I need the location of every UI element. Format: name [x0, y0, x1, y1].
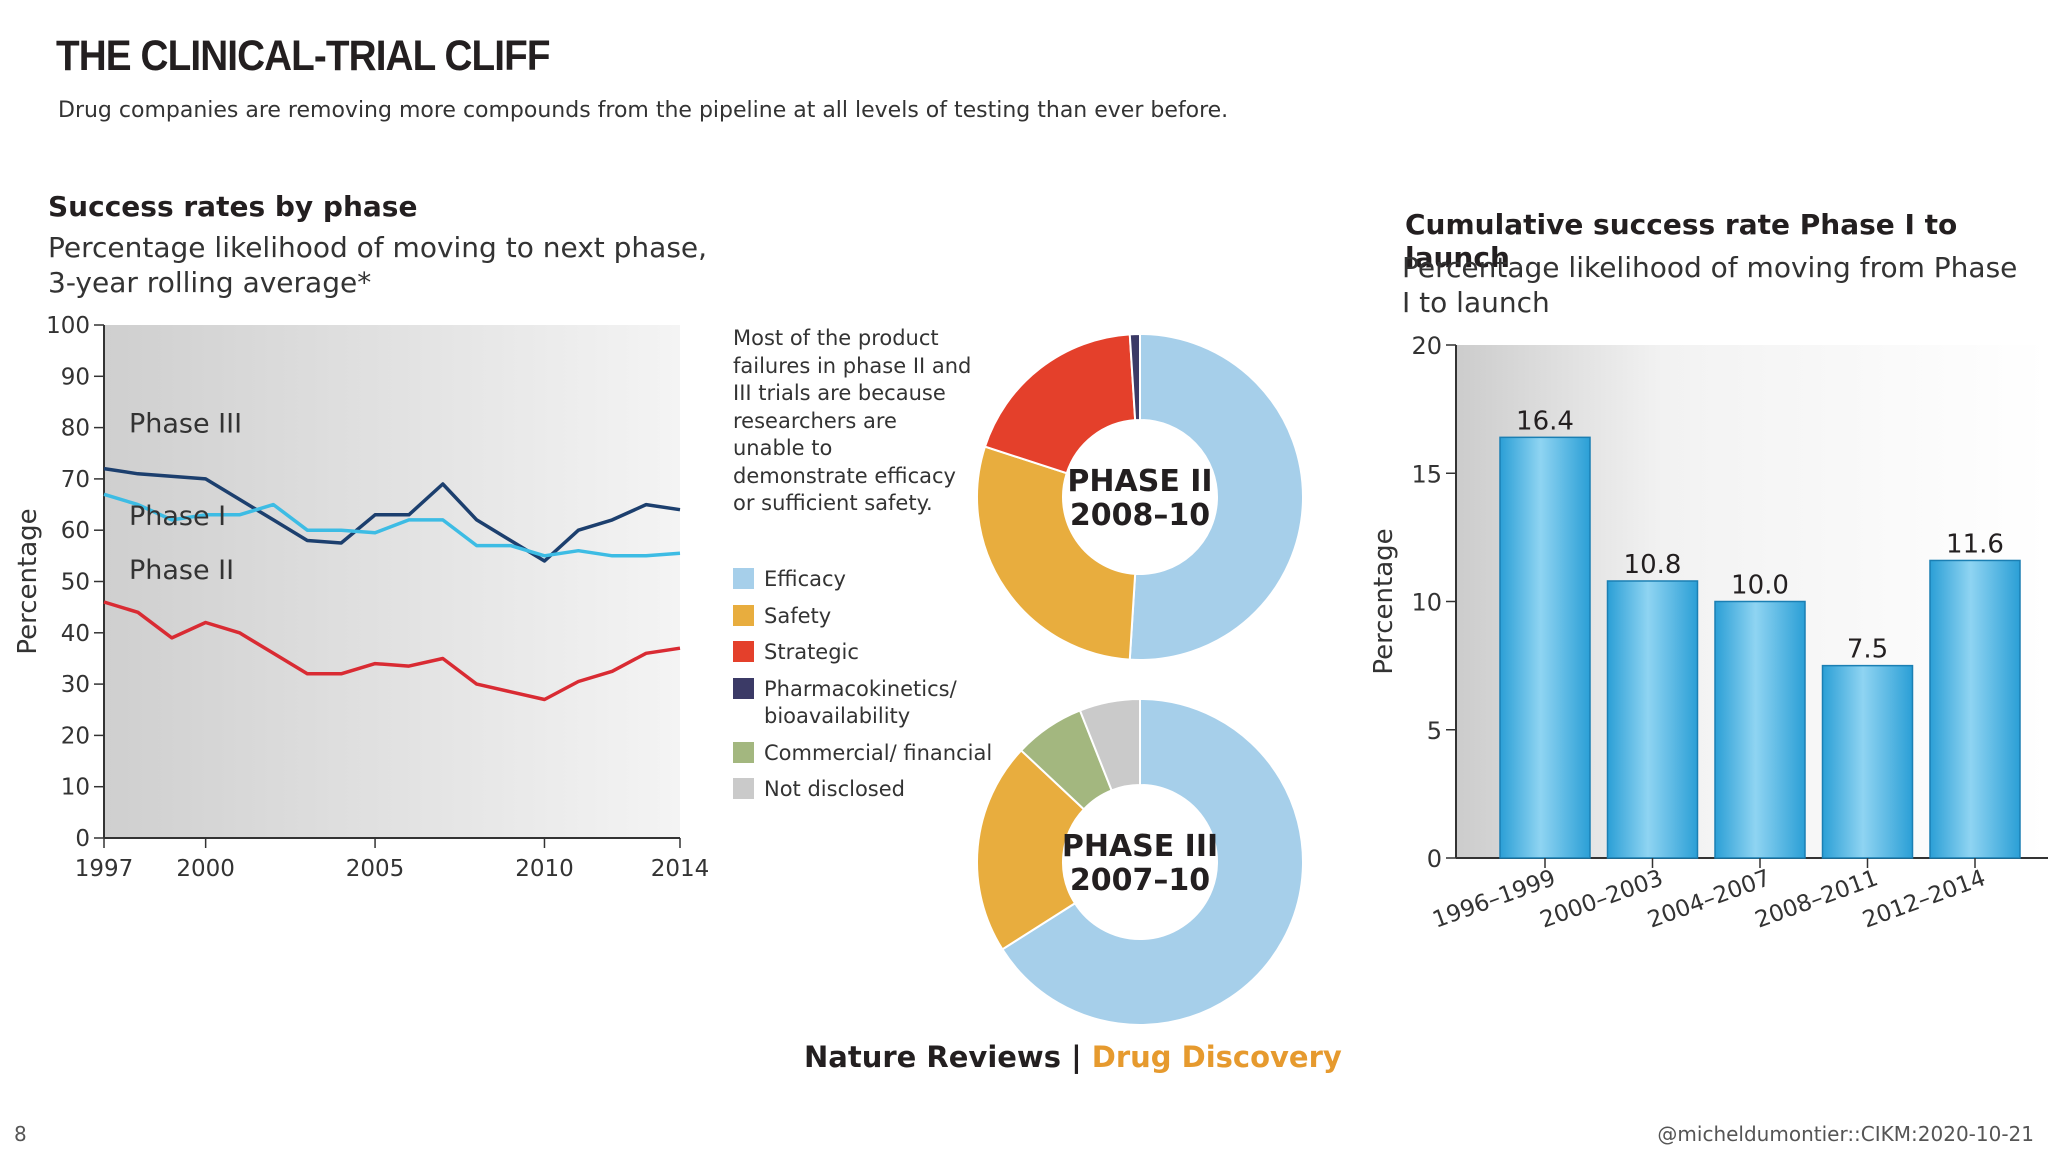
legend-swatch [733, 741, 754, 763]
phase3-center-label: PHASE III 2007–10 [1062, 829, 1218, 898]
bar-chart-title: Cumulative success rate Phase I to launc… [1405, 208, 1958, 274]
bar-y-axis-label: Percentage [1369, 528, 1399, 674]
line-y-axis-label: Percentage [13, 508, 43, 654]
legend-swatch [733, 604, 754, 626]
line-chart: Phase III Phase I Phase II 0 10 20 30 40 50 60 70… [13, 313, 710, 882]
bar-value-label: 11.6 [1946, 529, 2004, 559]
line-y-tick-label: 40 [61, 621, 90, 647]
bar-2008-2011 [1821, 664, 1914, 859]
legend-swatch [733, 778, 754, 799]
series-line-phase-ii [103, 600, 681, 702]
bar-2004-2007 [1714, 600, 1806, 859]
bar-value-label: 10.8 [1624, 550, 1682, 580]
source-prefix: Nature Reviews | [804, 1040, 1092, 1074]
bar-y-tick-label: 20 [1411, 332, 1442, 360]
bar-category-label: 2008–2011 [1752, 865, 1882, 933]
legend-swatch [733, 641, 754, 662]
line-x-tick-label: 1997 [75, 856, 134, 882]
series-label-phase-iii: Phase III [129, 409, 242, 440]
phase3-slice-not-disclosed [1078, 697, 1141, 792]
footer-credit: @micheldumontier::CIKM:2020-10-21 [1657, 1122, 2034, 1146]
line-y-tick-label: 50 [61, 570, 90, 596]
line-y-tick-label: 60 [61, 518, 90, 544]
bar-y-tick-label: 5 [1427, 717, 1442, 745]
bar-y-tick-label: 0 [1427, 845, 1442, 873]
bar-value-label: 16.4 [1516, 406, 1574, 436]
legend-swatch [733, 568, 754, 589]
slide-number: 8 [14, 1122, 27, 1146]
legend-item-safety: Safety [733, 603, 994, 631]
bar-category-label: 2012–2014 [1859, 865, 1989, 933]
legend-label: Strategic [764, 640, 859, 664]
phase2-slice-efficacy [1128, 332, 1304, 661]
legend-item-strategic: Strategic [733, 639, 994, 667]
series-label-phase-i: Phase I [129, 501, 226, 532]
source-credit: Nature Reviews | Drug Discovery [804, 1040, 1342, 1074]
line-y-tick-label: 10 [61, 775, 90, 801]
line-x-tick-label: 2000 [176, 856, 235, 882]
line-x-tick-label: 2010 [515, 856, 574, 882]
legend-item-efficacy: Efficacy [733, 566, 994, 594]
bar-2012-2014 [1929, 559, 2021, 859]
page-subtitle: Drug companies are removing more compoun… [58, 98, 1229, 123]
legend-swatch [733, 677, 754, 699]
line-x-tick-label: 2005 [346, 856, 405, 882]
bar-value-label: 7.5 [1847, 635, 1888, 665]
bar-1996-1999 [1499, 436, 1591, 859]
line-y-tick-label: 20 [61, 723, 90, 749]
line-y-tick-label: 30 [61, 672, 90, 698]
bar-chart: 0 5 10 15 20 16.4 1996–1999 10.8 2000–2003 10.0 2… [1369, 332, 2048, 934]
source-accent: Drug Discovery [1091, 1040, 1342, 1074]
bar-category-label: 2004–2007 [1644, 865, 1774, 933]
bar-value-label: 10.0 [1731, 571, 1789, 601]
phase2-slice-pharmacokinetics-bioavailability [1128, 332, 1141, 422]
bar-category-label: 1996–1999 [1429, 865, 1559, 933]
phase3-donut-chart: PHASE III 2007–10 [976, 697, 1304, 1026]
phase2-slice-strategic [983, 333, 1137, 475]
bar-category-label: 2000–2003 [1537, 865, 1667, 933]
line-y-tick-label: 80 [61, 416, 90, 442]
bar-y-tick-label: 15 [1411, 460, 1442, 488]
phase2-donut-chart: PHASE II 2008–10 [976, 332, 1304, 661]
pie-legend: Efficacy Safety Strategic Pharmacokinetics/… [733, 566, 994, 813]
page-title: THE CLINICAL-TRIAL CLIFF [56, 32, 551, 80]
series-line-phase-i [103, 492, 681, 558]
bar-chart-subtitle: Percentage likelihood of moving from Pha… [1402, 251, 2018, 319]
legend-label: Commercial/ financial [764, 740, 993, 765]
legend-item-not-disclosed: Not disclosed [733, 776, 994, 804]
legend-label: Not disclosed [764, 777, 905, 801]
bar-2000-2003 [1606, 580, 1699, 859]
line-plot-area [104, 325, 680, 838]
phase3-slice-safety [976, 749, 1086, 951]
pie-annotation: Most of the product failures in phase II… [733, 326, 972, 515]
phase2-slice-safety [976, 445, 1137, 661]
line-y-tick-label: 90 [61, 364, 90, 390]
line-x-tick-label: 2014 [651, 856, 710, 882]
phase3-slice-efficacy [1000, 697, 1304, 1026]
legend-label: Pharmacokinetics/ bioavailability [764, 676, 957, 729]
legend-item-pharmacokinetics-bioavailability: Pharmacokinetics/ bioavailability [733, 676, 994, 731]
bar-y-tick-label: 10 [1411, 589, 1442, 617]
line-chart-subtitle: Percentage likelihood of moving to next … [48, 231, 708, 299]
legend-item-commercial-financial: Commercial/ financial [733, 740, 994, 768]
line-y-tick-label: 70 [61, 467, 90, 493]
line-chart-title: Success rates by phase [48, 190, 418, 223]
legend-label: Efficacy [764, 567, 846, 591]
series-label-phase-ii: Phase II [129, 555, 234, 586]
line-y-tick-label: 0 [75, 826, 90, 852]
line-y-tick-label: 100 [46, 313, 90, 339]
legend-label: Safety [764, 603, 832, 628]
phase2-center-label: PHASE II 2008–10 [1067, 464, 1212, 533]
